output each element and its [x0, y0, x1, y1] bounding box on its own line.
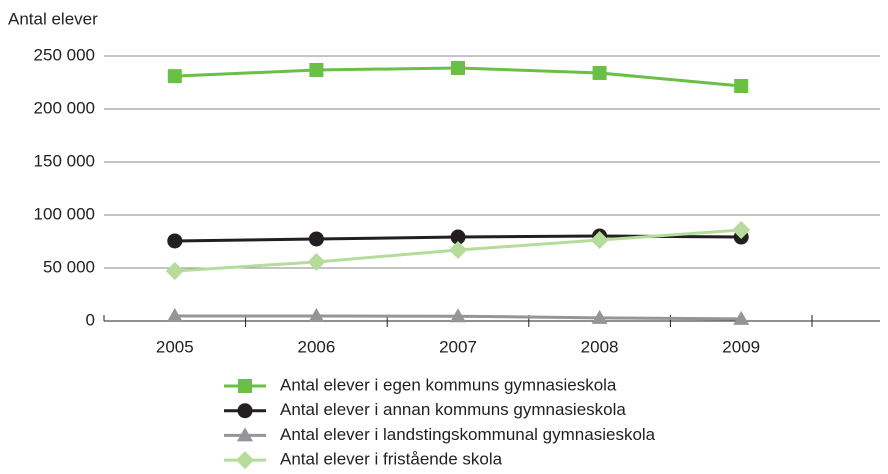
marker	[590, 231, 609, 250]
legend-label: Antal elever i egen kommuns gymnasieskol…	[280, 375, 617, 394]
legend-label: Antal elever i fristående skola	[280, 450, 503, 469]
marker	[167, 69, 182, 84]
y-tick-label: 0	[86, 310, 95, 329]
marker	[167, 233, 183, 249]
y-tick-label: 100 000	[34, 204, 95, 223]
x-tick-label: 2006	[297, 337, 335, 356]
y-tick-label: 250 000	[34, 45, 95, 64]
marker	[733, 310, 750, 325]
marker	[451, 60, 465, 75]
legend-label: Antal elever i landstingskommunal gymnas…	[280, 425, 656, 444]
marker	[308, 308, 325, 323]
x-tick-label: 2008	[581, 337, 619, 356]
y-tick-label: 200 000	[34, 98, 95, 117]
marker	[308, 231, 324, 247]
marker	[450, 229, 466, 245]
marker	[309, 62, 324, 77]
marker	[307, 252, 326, 271]
marker	[165, 261, 184, 280]
legend-marker	[238, 379, 252, 393]
y-tick-label: 50 000	[43, 257, 95, 276]
marker	[449, 240, 467, 259]
x-tick-label: 2005	[156, 337, 194, 356]
marker	[732, 221, 751, 240]
marker	[734, 78, 749, 93]
x-tick-label: 2009	[722, 337, 760, 356]
marker	[591, 309, 608, 324]
legend-label: Antal elever i annan kommuns gymnasiesko…	[280, 400, 626, 419]
y-tick-label: 150 000	[34, 151, 95, 170]
legend-marker	[237, 427, 253, 442]
legend-marker	[237, 403, 253, 419]
marker	[166, 308, 183, 323]
legend-marker	[236, 451, 254, 470]
y-axis-label: Antal elever	[8, 9, 98, 28]
x-tick-label: 2007	[439, 337, 477, 356]
marker	[450, 308, 466, 323]
marker	[592, 65, 607, 80]
